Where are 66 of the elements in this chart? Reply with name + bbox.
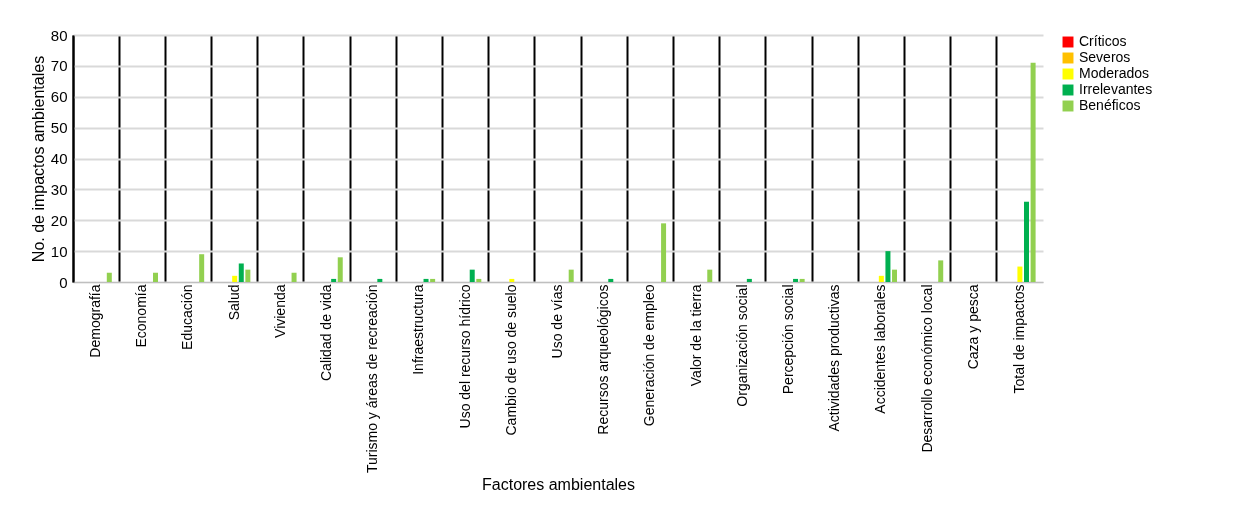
x-tick-label: Valor de la tierra	[687, 284, 704, 387]
x-axis-title: Factores ambientales	[482, 476, 635, 494]
x-tick-label: Infraestructura	[410, 284, 427, 375]
bar	[430, 278, 436, 282]
y-tick-label: 50	[50, 119, 68, 137]
y-axis-title: No. de impactos ambientales	[29, 55, 47, 263]
bar	[476, 278, 482, 282]
x-tick-label: Economía	[133, 284, 150, 348]
bar	[469, 269, 475, 282]
y-tick-label: 0	[59, 273, 68, 291]
x-tick-label: Calidad de vida	[318, 284, 335, 382]
bar	[423, 278, 429, 282]
legend-label: Moderados	[1079, 65, 1150, 81]
bar	[232, 275, 238, 282]
y-tick-label: 30	[50, 180, 68, 198]
bar	[1024, 201, 1029, 282]
y-tick-label: 40	[50, 150, 68, 167]
x-tick-label: Turismo y áreas de recreación	[364, 284, 381, 474]
bar	[878, 275, 884, 282]
bar	[707, 269, 713, 282]
bar	[245, 269, 251, 282]
bar	[608, 278, 614, 282]
y-tick-label: 20	[50, 211, 68, 229]
x-tick-label: Uso de vías	[549, 284, 565, 359]
y-tick-label: 70	[50, 57, 68, 75]
bar	[661, 223, 667, 282]
bar	[291, 272, 297, 282]
legend-label: Benéficos	[1079, 97, 1141, 113]
bar	[793, 278, 799, 282]
y-tick-label: 60	[50, 88, 68, 106]
x-tick-label: Percepción social	[779, 284, 796, 395]
bar	[152, 272, 158, 282]
legend-label: Severos	[1079, 49, 1131, 65]
x-tick-label: Accidentes laborales	[872, 284, 889, 414]
bar	[938, 260, 944, 282]
x-tick-label: Caza y pesca	[964, 284, 981, 370]
legend-label: Críticos	[1079, 33, 1127, 49]
x-tick-label: Recursos arqueológicos	[595, 284, 612, 435]
y-tick-label: 10	[50, 242, 68, 260]
bar	[568, 269, 574, 282]
x-tick-label: Uso del recurso hídrico	[456, 284, 473, 429]
bar	[331, 278, 337, 282]
x-tick-label: Actividades productivas	[826, 284, 843, 432]
x-tick-label: Demografía	[87, 284, 104, 358]
bar	[509, 278, 515, 282]
x-tick-label: Desarrollo económico local	[918, 284, 935, 453]
x-tick-label: Salud	[225, 284, 242, 321]
bar	[799, 278, 805, 282]
bar	[199, 254, 205, 282]
x-tick-label: Cambio de uso de suelo	[502, 284, 519, 436]
bar	[377, 278, 383, 282]
x-tick-label: Generación de empleo	[641, 284, 658, 427]
x-tick-label: Vivienda	[271, 284, 288, 338]
bar	[746, 278, 752, 282]
bar	[892, 269, 898, 282]
bar	[337, 257, 343, 282]
x-tick-label: Organización social	[733, 284, 750, 407]
bar	[1030, 62, 1036, 282]
legend-label: Irrelevantes	[1079, 81, 1153, 97]
y-tick-label: 80	[50, 26, 68, 44]
bar	[885, 251, 891, 282]
bar	[106, 272, 112, 282]
x-tick-label: Total de impactos	[1010, 284, 1027, 394]
bar	[238, 263, 244, 282]
x-tick-label: Educación	[179, 284, 196, 350]
bar	[1017, 266, 1023, 282]
